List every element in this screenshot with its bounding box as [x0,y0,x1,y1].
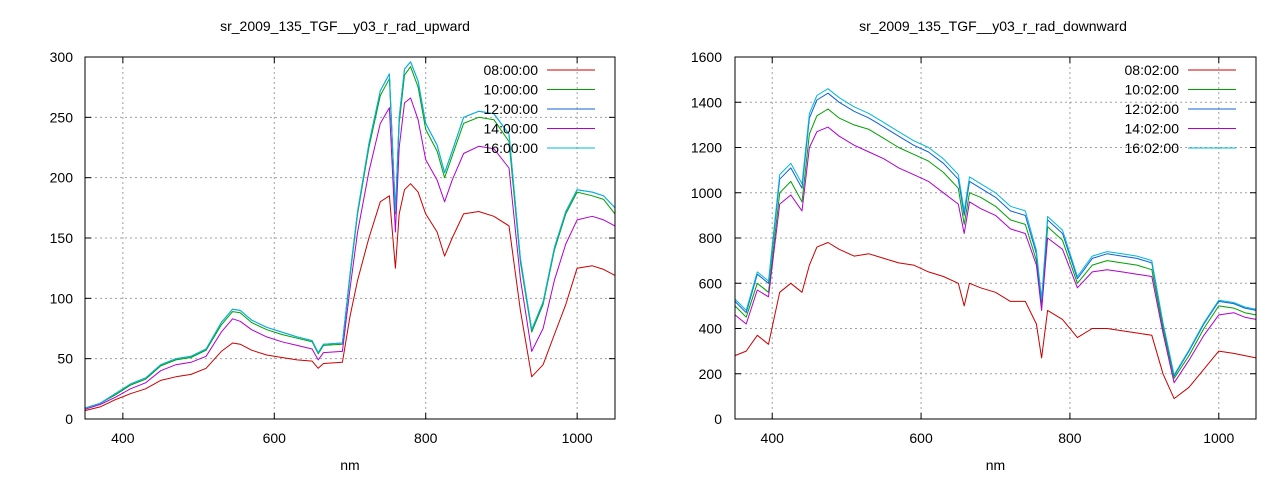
x-tick-label: 400 [111,430,135,446]
x-tick-label: 1000 [1203,430,1234,446]
y-tick-label: 0 [714,411,722,427]
y-tick-label: 600 [699,275,723,291]
legend-label: 10:00:00 [484,82,539,98]
chart-panel-0: 400 600 800 1000 0 50 100 150 200 250 300 sr_2009_1… [50,18,616,473]
y-tick-label: 100 [50,290,74,306]
legend-label: 14:00:00 [484,121,539,137]
x-axis-label: nm [986,457,1005,473]
x-axis-label: nm [340,457,359,473]
y-tick-label: 800 [699,230,723,246]
legend-label: 12:00:00 [484,101,539,117]
y-tick-label: 1400 [691,94,722,110]
legend-label: 12:02:00 [1125,101,1180,117]
x-tick-label: 400 [761,430,785,446]
x-tick-label: 600 [263,430,287,446]
x-tick-label: 600 [909,430,933,446]
legend-label: 08:02:00 [1125,62,1180,78]
legend-label: 16:02:00 [1125,140,1180,156]
series-line-140200 [734,126,1257,384]
series-line-100200 [734,108,1257,379]
chart-title: sr_2009_135_TGF__y03_r_rad_downward [859,18,1127,34]
series-line-140000 [84,97,616,410]
y-tick-label: 200 [50,170,74,186]
y-tick-label: 250 [50,109,74,125]
series-line-080200 [734,242,1257,400]
series-line-160000 [84,61,616,409]
legend-label: 16:00:00 [484,140,539,156]
y-tick-label: 0 [65,411,73,427]
legend-label: 14:02:00 [1125,121,1180,137]
series-line-080000 [84,183,616,412]
y-tick-label: 1600 [691,49,722,65]
legend-label: 10:02:00 [1125,82,1180,98]
y-tick-label: 150 [50,230,74,246]
x-tick-label: 1000 [562,430,593,446]
y-tick-label: 400 [699,321,723,337]
chart-title: sr_2009_135_TGF__y03_r_rad_upward [220,18,470,34]
y-tick-label: 1200 [691,140,722,156]
y-tick-label: 50 [57,351,73,367]
x-tick-label: 800 [1058,430,1082,446]
y-tick-label: 1000 [691,185,722,201]
series-line-160200 [734,88,1257,376]
legend-label: 08:00:00 [484,62,539,78]
series-line-100000 [84,66,616,409]
y-tick-label: 300 [50,49,74,65]
y-tick-label: 200 [699,366,723,382]
chart-panel-1: 400 600 800 1000 0 200 400 600 800 1000 1200 1400 16… [691,18,1257,473]
x-tick-label: 800 [414,430,438,446]
